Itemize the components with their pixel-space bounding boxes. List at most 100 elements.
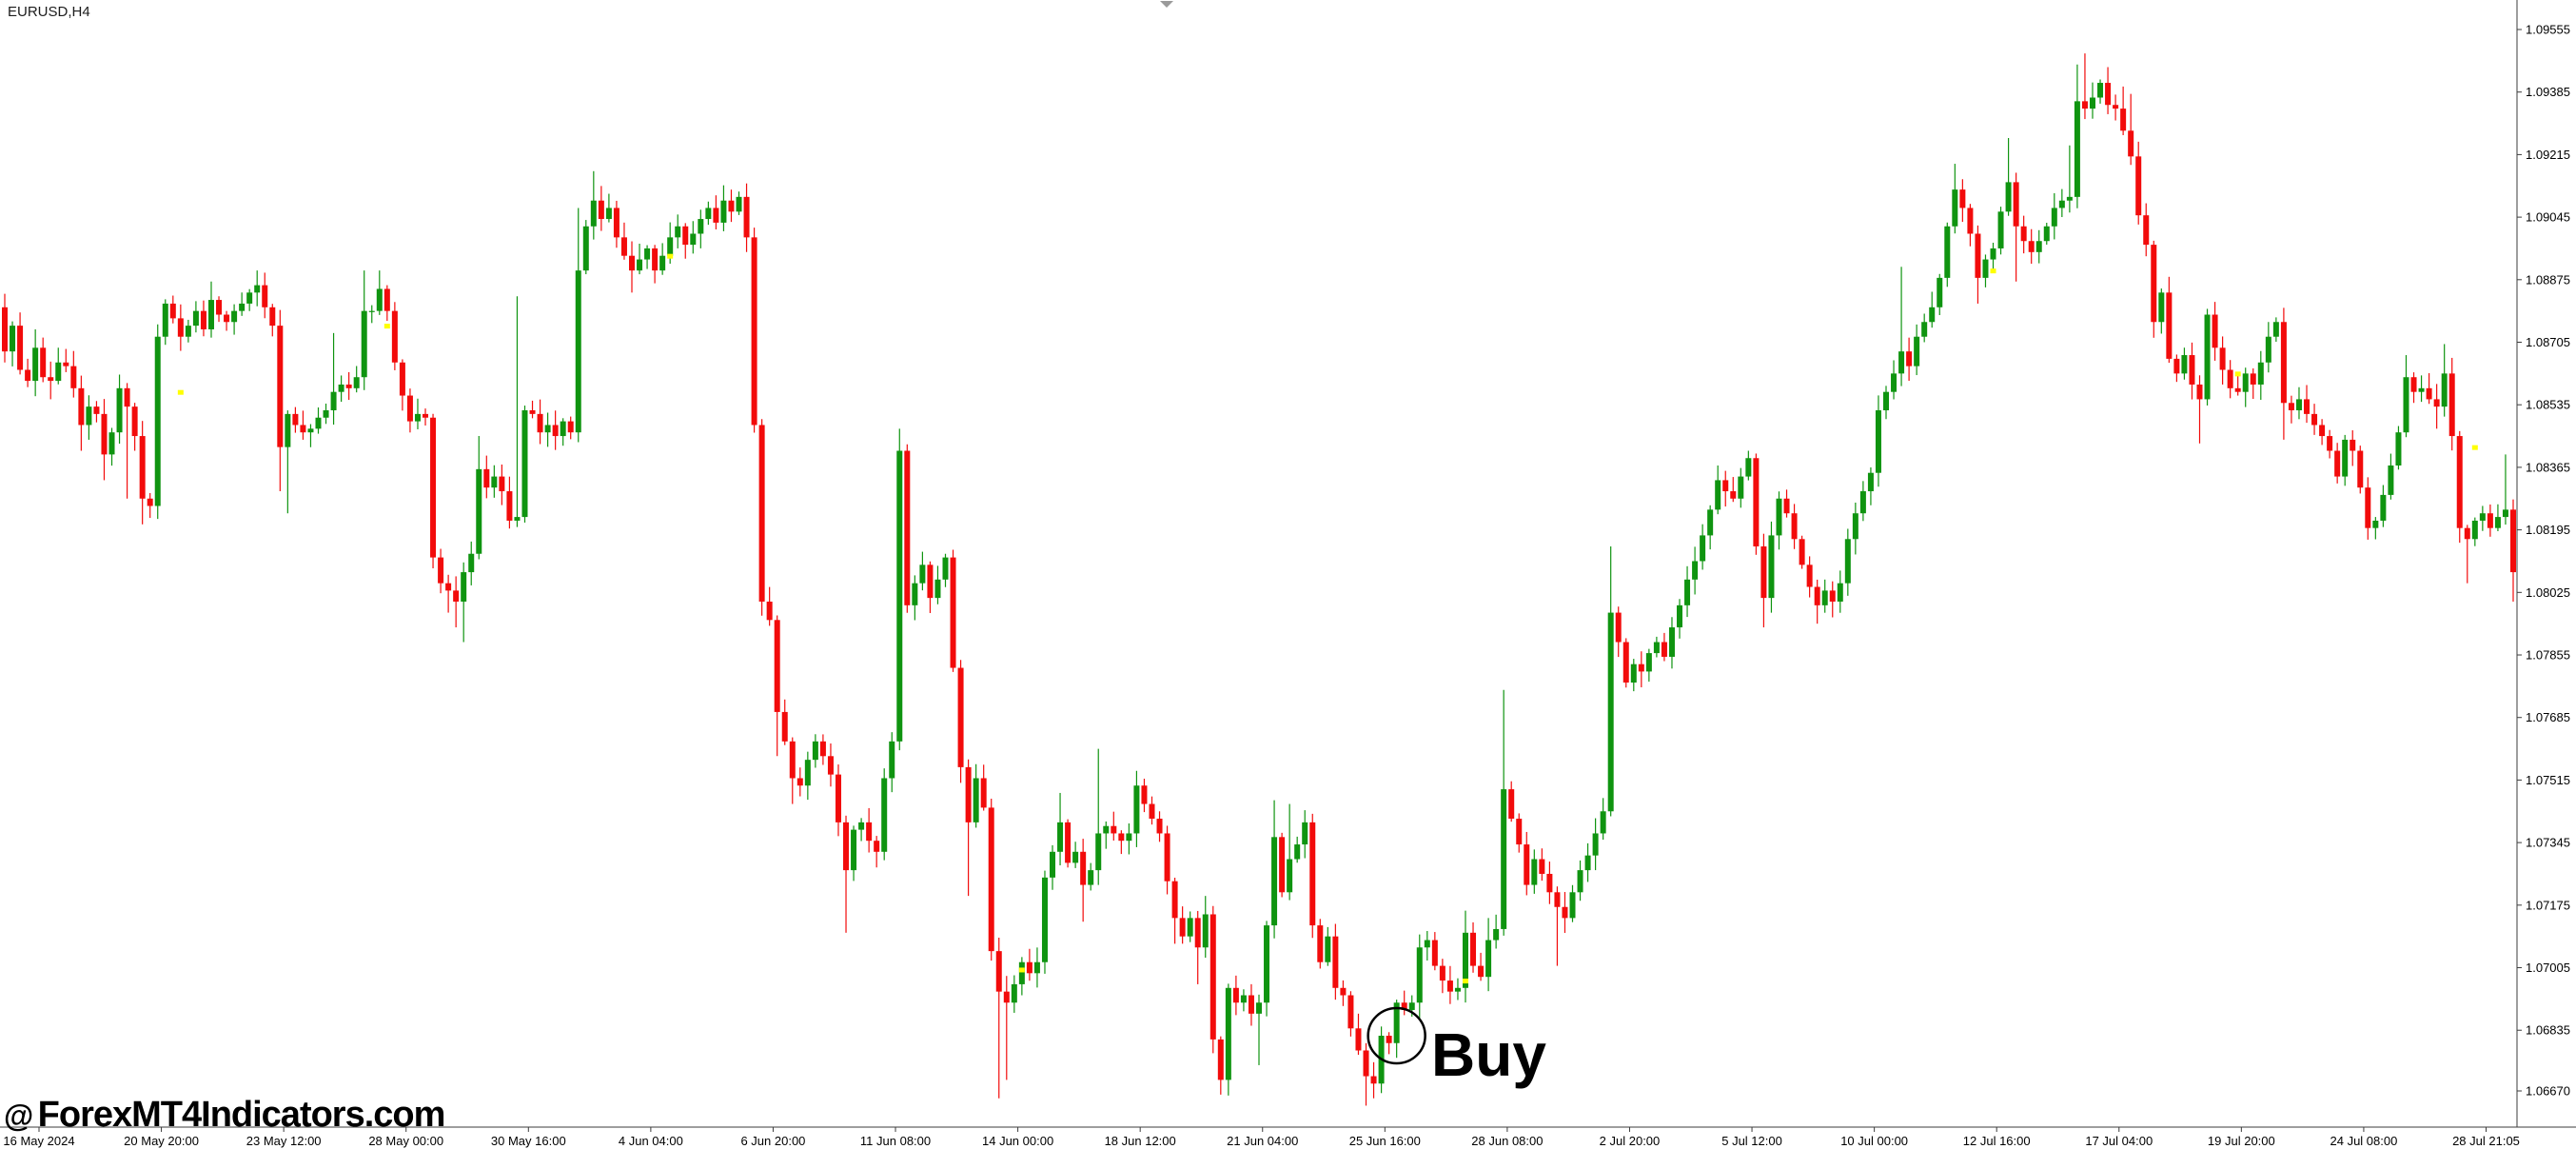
candle-body [2028,241,2035,252]
candle-body [2342,439,2349,477]
candle-body [1179,918,1186,937]
candle-body [147,498,153,506]
candle-body [1883,391,1889,411]
candle-body [1386,1036,1392,1043]
candle-body [629,255,635,271]
price-axis-label: 1.07175 [2526,898,2570,912]
candle-body [1493,928,1500,941]
candle-body [10,326,16,352]
candle-body [980,778,987,808]
candle-body [1829,590,1836,602]
candle-body [2510,509,2516,573]
candle-body [406,395,413,422]
time-axis-label: 12 Jul 16:00 [1963,1134,2031,1148]
candle-body [2143,215,2150,246]
price-axis-label: 1.07685 [2526,710,2570,724]
candle-body [1478,965,1485,978]
time-axis-label: 19 Jul 20:00 [2208,1134,2275,1148]
candle-body [751,237,757,426]
candle-body [269,307,276,327]
candle-body [1416,947,1423,1003]
candle-body [1033,961,1040,974]
candle-body [2051,208,2057,227]
candle-body [307,428,314,433]
chart-shift-triangle-icon [1160,1,1173,8]
candle-body [552,425,559,437]
candle-body [353,377,360,388]
candle-body [1821,590,1828,605]
price-axis-label: 1.08195 [2526,523,2570,537]
candle-body [2272,322,2279,337]
candle-body [644,248,651,260]
candle-body [2410,377,2417,392]
price-axis-label: 1.07005 [2526,961,2570,975]
candle-body [950,557,956,668]
candle-body [2020,226,2027,242]
candle-body [2081,101,2088,109]
candle-body [2058,200,2065,208]
candle-body [1906,351,1913,366]
price-axis-label: 1.09555 [2526,23,2570,37]
candle-body [965,766,972,822]
time-axis-label: 10 Jul 00:00 [1840,1134,1908,1148]
candle-body [86,406,92,426]
candle-body [1271,837,1278,926]
candle-body [1959,189,1966,208]
candle-body [582,226,589,271]
candle-body [1653,642,1660,654]
price-axis-label: 1.08535 [2526,398,2570,412]
candle-body [1630,664,1637,683]
candle-body [713,208,719,223]
candle-body [131,406,138,437]
candle-body [1768,535,1775,599]
candle-body [48,377,54,382]
price-axis-label: 1.07515 [2526,773,2570,787]
candle-body [2212,314,2218,348]
candle-body [1194,918,1201,948]
signal-dot [1990,268,1996,274]
candle-body [1088,870,1094,885]
candle-body [1607,612,1614,812]
candle-body [277,326,284,447]
candle-body [78,387,85,426]
candle-body [1783,498,1790,514]
candle-body [912,583,918,605]
candle-body [1050,851,1056,878]
candle-body [957,667,964,767]
candle-body [101,413,108,455]
candle-body [2502,509,2508,518]
candle-body [2357,450,2364,488]
candle-body [812,741,818,761]
candle-body [705,208,712,220]
candle-body [383,288,390,311]
candle-body [720,200,727,223]
candle-body [192,310,199,327]
candle-body [1867,472,1874,492]
candle-body [2128,130,2134,157]
candle-body [1837,583,1843,602]
candle-body [1041,877,1048,962]
candle-body [1485,940,1492,978]
candle-body [1921,322,1928,337]
candle-body [1539,859,1545,874]
candle-body [1187,918,1193,937]
candle-body [1332,936,1339,988]
candle-body [789,741,796,779]
time-axis-label: 17 Jul 04:00 [2085,1134,2153,1148]
candle-body [2097,83,2104,98]
candle-body [254,285,261,293]
candle-body [1937,277,1943,307]
candle-body [1760,546,1767,599]
signal-dot [1462,979,1468,984]
candle-body [1248,995,1254,1014]
candle-body [2380,494,2387,521]
candle-body [361,310,367,378]
candle-body [2327,436,2333,451]
candle-body [1738,476,1744,499]
candle-body [2441,373,2448,407]
candle-body [499,476,505,492]
candle-body [1584,855,1591,871]
time-axis-label: 11 Jun 08:00 [860,1134,931,1148]
candle-body [835,774,841,822]
